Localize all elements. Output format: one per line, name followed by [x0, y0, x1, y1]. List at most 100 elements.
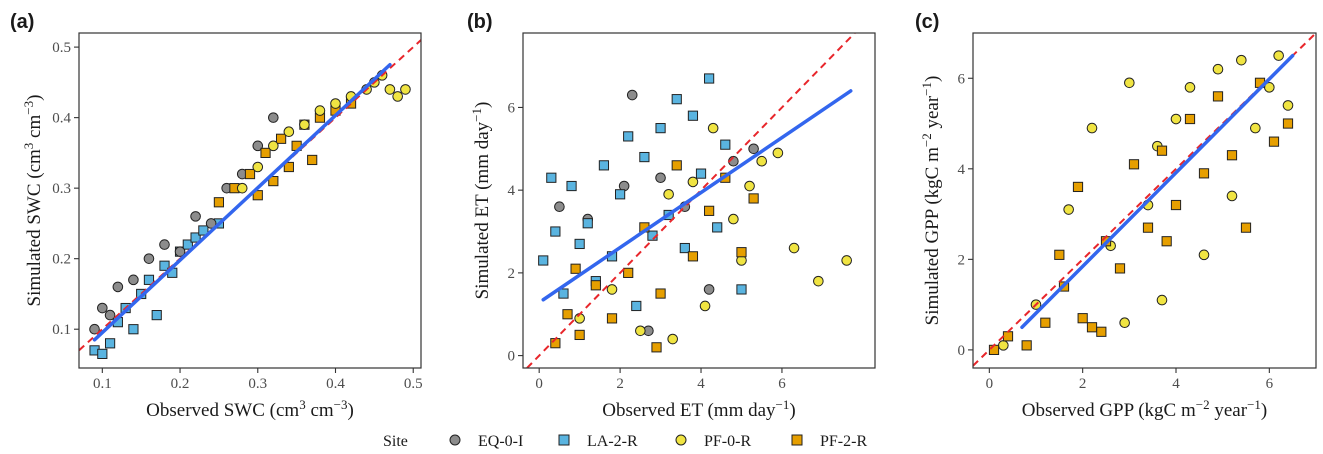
point-LA-2-R: [631, 300, 642, 312]
point-LA-2-R: [736, 284, 747, 295]
data-points: [89, 70, 411, 359]
y-tick-label: 0.2: [52, 252, 71, 268]
point-LA-2-R: [198, 225, 209, 236]
point-PF-2-R: [1002, 331, 1014, 342]
x-tick-label: 6: [778, 376, 786, 392]
x-tick-label: 6: [1266, 376, 1274, 392]
point-LA-2-R: [97, 348, 108, 359]
point-PF-0-R: [1184, 82, 1196, 93]
point-PF-2-R: [1212, 91, 1224, 102]
point-PF-0-R: [314, 105, 326, 116]
point-PF-0-R: [330, 98, 341, 109]
point-EQ-0-I: [97, 302, 108, 314]
point-PF-0-R: [1236, 54, 1247, 66]
x-tick-label: 4: [697, 376, 705, 392]
x-axis-title: Observed GPP (kgC m−2 year−1): [1022, 397, 1267, 422]
point-PF-2-R: [1226, 150, 1238, 161]
point-LA-2-R: [671, 94, 682, 105]
point-PF-2-R: [283, 161, 294, 173]
point-PF-0-R: [998, 340, 1009, 351]
y-tick-label: 0.1: [52, 322, 71, 338]
point-PF-2-R: [748, 193, 759, 204]
point-PF-0-R: [283, 126, 295, 138]
point-EQ-0-I: [626, 89, 638, 101]
point-PF-2-R: [1198, 168, 1210, 179]
data-points: [538, 73, 852, 353]
point-LA-2-R: [558, 288, 569, 299]
point-PF-2-R: [562, 309, 573, 320]
point-PF-2-R: [704, 205, 715, 216]
point-PF-0-R: [384, 84, 396, 95]
point-PF-2-R: [1184, 113, 1196, 125]
x-tick-label: 2: [1079, 376, 1087, 392]
point-LA-2-R: [598, 160, 610, 171]
point-PF-0-R: [788, 242, 800, 254]
y-axis-title: Simulated ET (mm day−1): [469, 102, 494, 300]
y-tick-label: 6: [958, 71, 966, 87]
point-PF-2-R: [1114, 263, 1126, 274]
point-PF-2-R: [1170, 199, 1182, 211]
point-PF-0-R: [1170, 113, 1182, 125]
point-EQ-0-I: [174, 246, 186, 257]
legend-label-LA-2-R: LA-2-R: [587, 433, 638, 450]
y-tick-label: 6: [508, 100, 516, 116]
point-PF-0-R: [268, 140, 279, 152]
point-PF-0-R: [1282, 100, 1294, 111]
point-PF-2-R: [623, 267, 634, 278]
point-LA-2-R: [566, 180, 577, 192]
point-PF-0-R: [841, 255, 852, 266]
point-PF-2-R: [1128, 159, 1140, 170]
x-tick-label: 4: [1172, 376, 1180, 392]
x-tick-label: 0.2: [171, 376, 190, 392]
point-PF-0-R: [1156, 294, 1168, 306]
point-PF-0-R: [1226, 190, 1238, 202]
legend-label-PF-2-R: PF-2-R: [820, 433, 867, 450]
point-PF-0-R: [772, 147, 784, 159]
point-PF-0-R: [687, 176, 699, 188]
plot-frame: [522, 32, 876, 369]
point-LA-2-R: [550, 226, 561, 237]
point-PF-2-R: [570, 263, 581, 274]
point-PF-2-R: [736, 247, 747, 258]
x-tick-label: 2: [616, 376, 624, 392]
point-PF-2-R: [275, 133, 287, 144]
x-axis-title: Observed ET (mm day−1): [602, 397, 795, 422]
point-PF-0-R: [1086, 122, 1098, 134]
legend-marker-EQ-0-I: [449, 434, 461, 446]
point-PF-2-R: [1040, 317, 1051, 328]
point-PF-0-R: [1198, 249, 1210, 261]
point-EQ-0-I: [748, 143, 759, 155]
data-points: [988, 50, 1294, 355]
panel-label: (b): [467, 11, 493, 33]
x-tick-label: 0.5: [404, 376, 423, 392]
legend: Site EQ-0-I LA-2-R PF-0-R PF-2-R: [383, 433, 867, 450]
point-LA-2-R: [128, 324, 139, 335]
point-PF-0-R: [744, 180, 755, 192]
point-LA-2-R: [143, 274, 155, 285]
point-PF-0-R: [635, 325, 646, 337]
x-axis-title: Observed SWC (cm3 cm−3): [146, 397, 354, 422]
panel-c: 0 2 4 6 0 2 4 6 (c) Observed GPP (kgC m−2 year−1)…: [915, 11, 1317, 422]
plot-frame: [972, 32, 1317, 369]
point-PF-0-R: [252, 161, 264, 173]
y-tick-label: 0: [508, 349, 516, 365]
point-PF-2-R: [1096, 326, 1107, 337]
point-EQ-0-I: [159, 239, 170, 250]
point-LA-2-R: [687, 110, 699, 121]
point-EQ-0-I: [143, 253, 155, 264]
point-LA-2-R: [190, 232, 201, 243]
point-PF-2-R: [1156, 145, 1168, 156]
point-PF-2-R: [574, 329, 585, 341]
point-PF-0-R: [299, 119, 310, 130]
point-PF-0-R: [1124, 77, 1135, 89]
point-LA-2-R: [538, 255, 549, 266]
point-PF-2-R: [590, 280, 601, 291]
panel-b: 0 2 4 6 0 2 4 6 (b) Observed ET (mm day−1) Simulat…: [467, 11, 876, 422]
plot-frame: [78, 32, 422, 369]
point-PF-2-R: [1282, 118, 1294, 129]
point-LA-2-R: [639, 151, 650, 163]
point-EQ-0-I: [252, 140, 264, 152]
x-tick-label: 0.4: [326, 376, 345, 392]
x-tick-label: 0: [535, 376, 543, 392]
fit-line: [1020, 53, 1295, 330]
